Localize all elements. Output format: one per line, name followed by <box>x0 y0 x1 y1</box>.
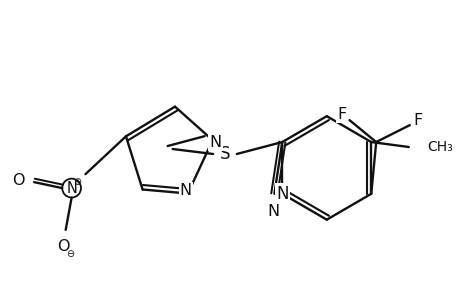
Text: CH₃: CH₃ <box>427 140 453 154</box>
Text: N: N <box>267 204 279 219</box>
Text: O: O <box>12 172 24 188</box>
Text: F: F <box>412 112 421 128</box>
Text: ⊕: ⊕ <box>73 177 81 187</box>
Text: F: F <box>336 107 346 122</box>
Text: O: O <box>57 239 70 254</box>
Text: N: N <box>66 181 77 196</box>
Text: ⊖: ⊖ <box>67 249 74 259</box>
Text: N: N <box>179 183 191 198</box>
Text: N: N <box>209 135 221 150</box>
Text: S: S <box>219 145 230 163</box>
Text: N: N <box>275 185 288 203</box>
